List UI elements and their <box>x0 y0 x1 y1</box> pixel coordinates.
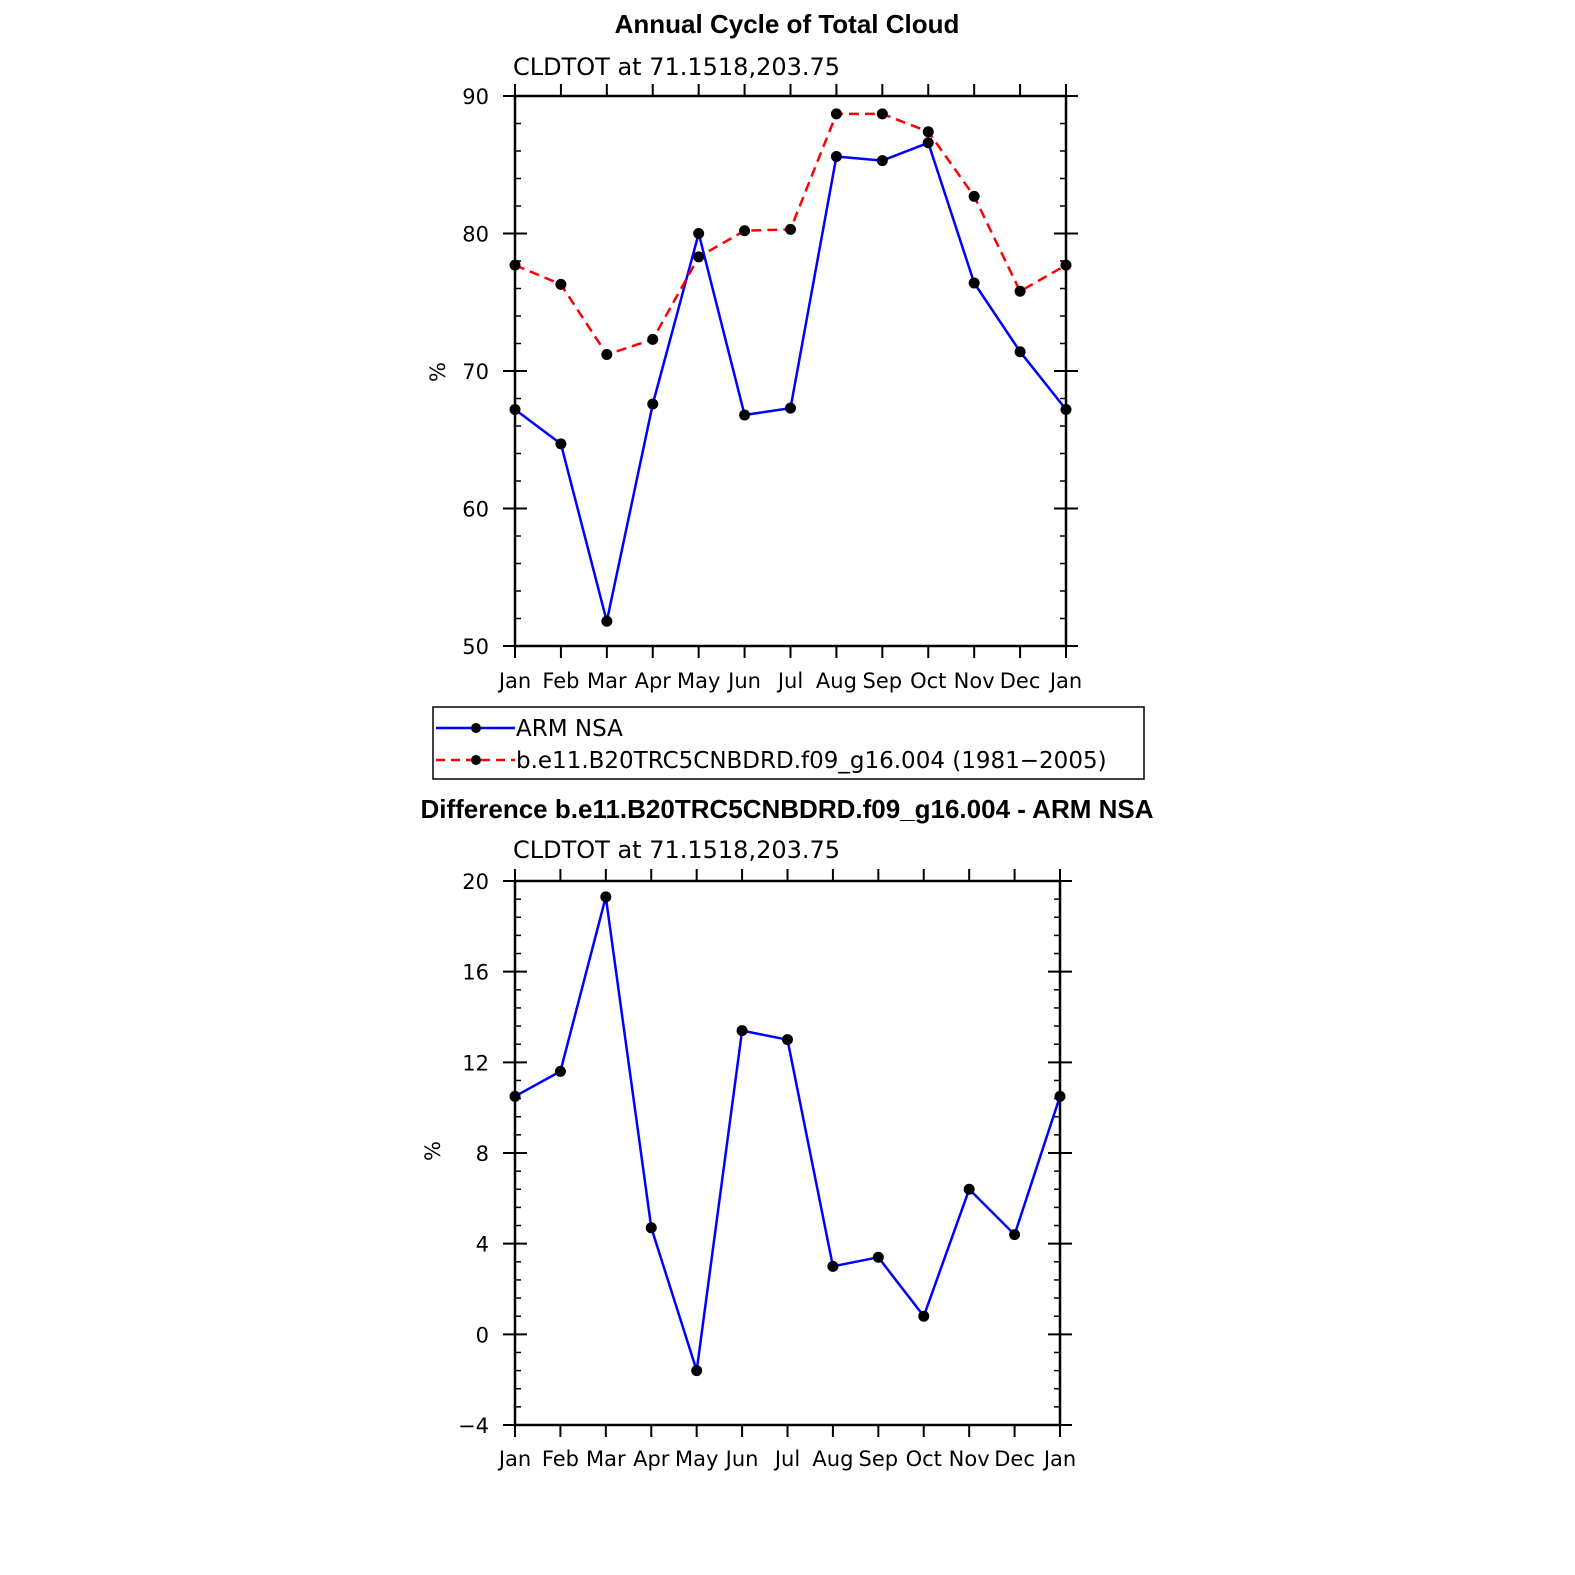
legend-marker-arm-nsa <box>471 723 481 733</box>
x-tick-label: Oct <box>906 1447 942 1471</box>
data-point <box>785 223 796 235</box>
data-point <box>918 1310 930 1322</box>
y-tick-label: 80 <box>462 223 489 247</box>
data-point <box>645 1222 657 1234</box>
x-tick-label: Aug <box>816 669 857 693</box>
series-group <box>509 108 1072 627</box>
y-tick-label: 90 <box>462 85 489 109</box>
axes: −4 0 4 8 12 16 20 Jan Feb Mar Apr May Jun Jul Aug Sep Oc… <box>458 869 1076 1471</box>
y-tick-label: 70 <box>462 360 489 384</box>
y-axis-label: % <box>421 1141 445 1161</box>
data-point <box>555 438 567 450</box>
chart-subtitle: CLDTOT at 71.1518,203.75 <box>513 53 840 81</box>
data-point <box>827 1260 839 1272</box>
legend-label-arm-nsa: ARM NSA <box>516 716 623 742</box>
data-point <box>830 108 842 120</box>
y-tick-label: 8 <box>476 1142 489 1166</box>
y-tick-label: 0 <box>476 1323 489 1347</box>
data-point <box>1014 285 1026 297</box>
x-tick-label: May <box>677 669 720 693</box>
data-point <box>922 126 934 138</box>
data-point <box>691 1365 703 1377</box>
x-tick-label: Feb <box>542 1447 579 1471</box>
x-tick-label: Nov <box>954 669 995 693</box>
plot-frame <box>513 94 1068 648</box>
data-point <box>647 333 659 345</box>
data-point <box>1014 346 1026 358</box>
data-point <box>785 402 796 414</box>
data-point <box>555 278 567 290</box>
y-tick-label: 60 <box>462 498 489 522</box>
data-point <box>968 190 980 202</box>
x-tick-label: Dec <box>1000 669 1041 693</box>
plot-frame <box>513 879 1062 1427</box>
x-tick-label: May <box>675 1447 718 1471</box>
chart-title: Annual Cycle of Total Cloud <box>615 9 960 39</box>
y-tick-label: 20 <box>462 870 489 894</box>
x-tick-label: Mar <box>587 669 627 693</box>
data-point <box>736 1025 748 1037</box>
y-tick-label: −4 <box>458 1414 489 1438</box>
y-axis-label: % <box>426 362 450 382</box>
data-point <box>922 137 934 149</box>
x-tick-label: Aug <box>812 1447 853 1471</box>
x-tick-label: Jan <box>497 669 531 693</box>
data-point <box>739 409 751 421</box>
legend-marker-model <box>471 755 481 765</box>
chart-title: Difference b.e11.B20TRC5CNBDRD.f09_g16.0… <box>420 794 1153 824</box>
x-tick-label: Sep <box>859 1447 899 1471</box>
x-tick-label: Feb <box>542 669 579 693</box>
series-line-0 <box>514 895 1062 1372</box>
x-tick-label: Nov <box>949 1447 990 1471</box>
series-group <box>509 891 1066 1377</box>
x-tick-label: Jan <box>497 1447 531 1471</box>
data-point <box>601 615 613 627</box>
x-tick-label: Dec <box>994 1447 1035 1471</box>
x-tick-label: Jul <box>776 669 803 693</box>
x-tick-label: Apr <box>635 669 672 693</box>
data-point <box>739 225 751 237</box>
data-point <box>782 1034 793 1046</box>
data-point <box>693 251 705 263</box>
x-tick-label: Jan <box>1042 1447 1076 1471</box>
data-point <box>968 277 980 289</box>
data-point <box>1060 259 1072 271</box>
data-point <box>1009 1229 1021 1241</box>
data-point <box>693 228 705 239</box>
data-point <box>601 349 613 360</box>
data-point <box>876 108 888 120</box>
x-tick-label: Jun <box>724 1447 759 1471</box>
x-tick-label: Jul <box>773 1447 800 1471</box>
data-point <box>830 151 842 162</box>
x-tick-label: Apr <box>633 1447 670 1471</box>
y-tick-label: 50 <box>462 635 489 659</box>
difference-chart: Difference b.e11.B20TRC5CNBDRD.f09_g16.0… <box>420 794 1153 1471</box>
data-point <box>963 1183 975 1195</box>
axes: 50 60 70 80 90 Jan Feb Mar Apr May Jun Jul Aug Sep Oct… <box>462 84 1082 693</box>
legend: ARM NSA b.e11.B20TRC5CNBDRD.f09_g16.004 … <box>432 706 1145 780</box>
annual-cycle-chart: Annual Cycle of Total Cloud CLDTOT at 71… <box>426 9 1082 693</box>
chart-subtitle: CLDTOT at 71.1518,203.75 <box>513 836 840 864</box>
x-tick-label: Oct <box>910 669 946 693</box>
data-point <box>647 398 659 410</box>
data-point <box>509 404 521 415</box>
x-tick-label: Sep <box>863 669 903 693</box>
legend-box <box>432 706 1145 780</box>
data-point <box>876 155 888 167</box>
x-tick-label: Jun <box>726 669 761 693</box>
x-tick-label: Jan <box>1048 669 1082 693</box>
data-point <box>1054 1090 1066 1102</box>
data-point <box>554 1065 566 1077</box>
x-tick-label: Mar <box>586 1447 626 1471</box>
y-tick-label: 16 <box>462 961 489 985</box>
data-point <box>600 891 612 903</box>
y-tick-label: 12 <box>462 1051 489 1075</box>
legend-label-model: b.e11.B20TRC5CNBDRD.f09_g16.004 (1981−20… <box>516 748 1107 774</box>
data-point <box>872 1251 884 1263</box>
data-point <box>509 1090 521 1102</box>
data-point <box>1060 404 1072 415</box>
data-point <box>509 259 521 271</box>
y-tick-label: 4 <box>476 1233 489 1257</box>
